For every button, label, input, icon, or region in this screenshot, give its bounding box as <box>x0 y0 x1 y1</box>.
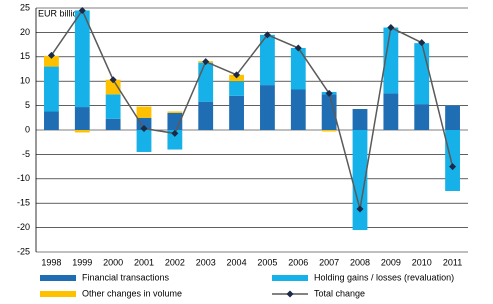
x-tick-label: 1999 <box>72 257 92 267</box>
x-tick-label: 2009 <box>381 257 401 267</box>
bar-segment <box>44 111 59 130</box>
bar-segment <box>136 106 152 118</box>
marker <box>140 125 148 133</box>
marker <box>356 205 364 213</box>
bar-segment <box>136 117 152 130</box>
marker <box>171 129 179 137</box>
legend-label: Other changes in volume <box>82 288 182 298</box>
marker <box>263 31 271 39</box>
marker <box>47 51 55 59</box>
bar-segment <box>198 101 214 130</box>
line <box>50 8 454 210</box>
bar-segment <box>414 104 430 130</box>
marker <box>233 71 241 79</box>
x-tick-label: 2010 <box>412 257 432 267</box>
bar-segment <box>260 34 275 86</box>
bar-segment <box>260 85 275 130</box>
bar-segment <box>105 94 121 119</box>
marker <box>387 24 395 32</box>
x-tick-label: 2001 <box>134 257 154 267</box>
bar-segment <box>321 94 337 130</box>
bar-segment <box>44 55 59 67</box>
y-tick-label: -25 <box>17 246 30 256</box>
bar-segment <box>445 105 460 130</box>
y-tick-label: -15 <box>17 198 30 208</box>
marker <box>294 44 302 52</box>
legend-label: Total change <box>314 288 365 298</box>
x-tick-label: 2002 <box>165 257 185 267</box>
y-tick-label: 20 <box>20 27 30 37</box>
bar-segment <box>352 130 368 231</box>
x-tick-label: 2006 <box>288 257 308 267</box>
bar-segment <box>198 62 214 102</box>
y-tick-label: 5 <box>25 100 30 110</box>
legend-swatch <box>272 275 308 281</box>
legend-label: Financial transactions <box>82 272 170 282</box>
bar-segment <box>136 130 152 152</box>
legend-swatch <box>40 275 76 281</box>
bar-segment <box>74 107 90 130</box>
y-tick-label: 15 <box>20 51 30 61</box>
bar-segment <box>414 43 430 105</box>
bar-segment <box>290 48 306 90</box>
x-tick-label: 2007 <box>319 257 339 267</box>
y-axis-label: EUR billion <box>38 8 83 18</box>
x-tick-label: 2005 <box>257 257 277 267</box>
bar-segment <box>105 118 121 130</box>
bar-segment <box>229 95 244 130</box>
marker <box>202 58 210 66</box>
y-tick-label: -5 <box>22 149 30 159</box>
legend-swatch <box>40 291 76 297</box>
y-tick-label: 0 <box>25 124 30 134</box>
x-tick-label: 2004 <box>227 257 247 267</box>
bar-segment <box>290 89 306 130</box>
x-tick-label: 2008 <box>350 257 370 267</box>
bar-segment <box>44 66 59 112</box>
bar-segment <box>352 109 368 130</box>
legend-marker <box>286 290 294 298</box>
bar-segment <box>229 81 244 96</box>
y-tick-label: -10 <box>17 173 30 183</box>
marker <box>418 39 426 47</box>
x-tick-label: 2003 <box>196 257 216 267</box>
marker <box>449 163 457 171</box>
bar-segment <box>445 130 460 191</box>
bar-segment <box>74 130 90 133</box>
y-tick-label: 10 <box>20 76 30 86</box>
x-tick-label: 2011 <box>443 257 462 267</box>
bar-segment <box>383 93 399 130</box>
bar-segment <box>167 130 183 150</box>
bar-segment <box>105 79 121 95</box>
bar-segment <box>383 27 399 94</box>
y-tick-label: -20 <box>17 222 30 232</box>
bar-segment <box>74 10 90 108</box>
y-tick-label: 25 <box>20 2 30 12</box>
legend-label: Holding gains / losses (revaluation) <box>314 272 454 282</box>
marker <box>78 6 86 14</box>
marker <box>325 89 333 97</box>
bar-segment <box>167 111 183 113</box>
x-tick-label: 2000 <box>103 257 123 267</box>
x-tick-label: 1998 <box>41 257 61 267</box>
bar-segment <box>321 130 337 132</box>
marker <box>109 76 117 84</box>
